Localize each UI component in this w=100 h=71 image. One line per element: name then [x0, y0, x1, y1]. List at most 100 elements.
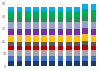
Bar — [8, 7, 14, 11]
Bar — [17, 22, 22, 29]
Bar — [58, 22, 63, 29]
Bar — [74, 56, 80, 61]
Bar — [82, 41, 88, 45]
Bar — [41, 56, 47, 61]
Bar — [66, 50, 72, 56]
Bar — [90, 46, 96, 50]
Bar — [82, 50, 88, 56]
Bar — [74, 50, 80, 56]
Bar — [90, 35, 96, 42]
Bar — [82, 34, 88, 41]
Bar — [58, 11, 63, 17]
Bar — [90, 3, 96, 10]
Bar — [8, 42, 14, 46]
Bar — [25, 50, 31, 56]
Bar — [17, 46, 22, 50]
Bar — [82, 45, 88, 50]
Bar — [90, 10, 96, 17]
Bar — [58, 7, 63, 11]
Bar — [8, 61, 14, 66]
Bar — [8, 56, 14, 61]
Bar — [74, 29, 80, 35]
Bar — [66, 46, 72, 50]
Bar — [66, 17, 72, 22]
Bar — [50, 46, 55, 50]
Bar — [50, 56, 55, 61]
Bar — [82, 4, 88, 10]
Bar — [33, 29, 39, 35]
Bar — [41, 17, 47, 22]
Bar — [50, 11, 55, 17]
Bar — [33, 17, 39, 22]
Bar — [41, 42, 47, 46]
Bar — [8, 22, 14, 29]
Bar — [8, 46, 14, 50]
Bar — [33, 22, 39, 29]
Bar — [41, 46, 47, 50]
Bar — [33, 50, 39, 56]
Bar — [66, 7, 72, 11]
Bar — [33, 35, 39, 42]
Bar — [25, 35, 31, 42]
Bar — [82, 28, 88, 34]
Bar — [50, 42, 55, 46]
Bar — [82, 56, 88, 61]
Bar — [41, 50, 47, 56]
Bar — [74, 7, 80, 11]
Bar — [50, 35, 55, 42]
Bar — [58, 42, 63, 46]
Bar — [66, 35, 72, 42]
Bar — [33, 42, 39, 46]
Bar — [33, 46, 39, 50]
Bar — [58, 35, 63, 42]
Bar — [82, 61, 88, 66]
Bar — [66, 11, 72, 17]
Bar — [50, 7, 55, 11]
Bar — [8, 17, 14, 22]
Bar — [66, 42, 72, 46]
Bar — [25, 61, 31, 66]
Bar — [66, 22, 72, 29]
Bar — [8, 11, 14, 17]
Bar — [50, 29, 55, 35]
Bar — [17, 61, 22, 66]
Bar — [25, 42, 31, 46]
Bar — [82, 16, 88, 21]
Bar — [41, 61, 47, 66]
Bar — [50, 61, 55, 66]
Bar — [17, 42, 22, 46]
Bar — [58, 46, 63, 50]
Bar — [33, 11, 39, 17]
Bar — [74, 11, 80, 17]
Bar — [25, 7, 31, 11]
Bar — [50, 50, 55, 56]
Bar — [74, 17, 80, 22]
Bar — [33, 61, 39, 66]
Bar — [25, 46, 31, 50]
Bar — [90, 17, 96, 22]
Bar — [8, 50, 14, 56]
Bar — [41, 29, 47, 35]
Bar — [58, 29, 63, 35]
Bar — [17, 17, 22, 22]
Bar — [74, 61, 80, 66]
Bar — [66, 56, 72, 61]
Bar — [50, 22, 55, 29]
Bar — [41, 7, 47, 11]
Bar — [33, 7, 39, 11]
Bar — [74, 22, 80, 29]
Bar — [90, 29, 96, 35]
Bar — [17, 35, 22, 42]
Bar — [90, 56, 96, 61]
Bar — [25, 29, 31, 35]
Bar — [90, 50, 96, 56]
Bar — [41, 11, 47, 17]
Bar — [74, 42, 80, 46]
Bar — [82, 21, 88, 28]
Bar — [90, 61, 96, 66]
Bar — [41, 35, 47, 42]
Bar — [17, 50, 22, 56]
Bar — [8, 29, 14, 35]
Bar — [58, 17, 63, 22]
Bar — [74, 35, 80, 42]
